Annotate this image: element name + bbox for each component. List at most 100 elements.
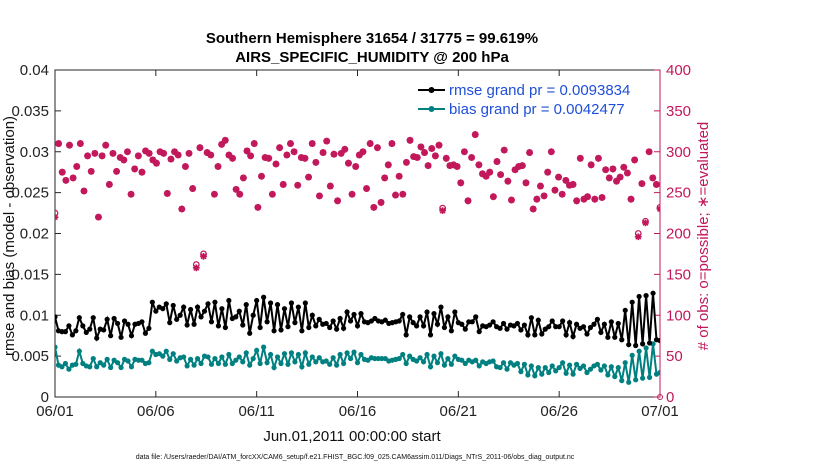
obs-evaluated-marker <box>341 145 349 153</box>
obs-evaluated-marker <box>66 141 73 149</box>
bias-point <box>636 348 642 354</box>
bias-point <box>594 361 601 367</box>
obs-evaluated-marker <box>261 154 269 161</box>
obs-evaluated-marker <box>225 151 233 159</box>
rmse-point <box>167 320 173 326</box>
x-tick-label: 06/26 <box>540 403 578 420</box>
rmse-point <box>605 334 611 340</box>
bias-point <box>601 363 607 369</box>
rmse-point <box>240 322 246 328</box>
rmse-point <box>521 322 527 328</box>
bias-point <box>570 371 576 377</box>
obs-evaluated-marker <box>493 158 501 165</box>
bias-point <box>427 364 434 370</box>
obs-evaluated-marker <box>613 177 620 185</box>
obs-evaluated-marker <box>649 174 657 182</box>
obs-evaluated-marker <box>417 143 425 151</box>
rmse-point <box>615 320 621 327</box>
obs-evaluated-marker <box>479 170 486 178</box>
obs-evaluated-marker <box>156 148 164 156</box>
rmse-point <box>535 317 541 323</box>
obs-evaluated-marker <box>482 172 490 180</box>
plot-data-group <box>55 131 660 385</box>
obs-evaluated-marker <box>413 154 421 161</box>
rmse-point <box>285 324 291 330</box>
rmse-point <box>201 308 208 314</box>
obs-evaluated-marker <box>105 181 113 188</box>
obs-evaluated-marker <box>460 148 468 156</box>
rmse-point <box>633 342 639 349</box>
obs-evaluated-marker <box>232 185 240 193</box>
bias-point <box>546 369 552 376</box>
bias-point <box>633 377 639 383</box>
rmse-point <box>410 320 416 326</box>
bias-point <box>247 362 253 368</box>
obs-evaluated-marker <box>55 140 63 147</box>
y-right-tick-label: 200 <box>666 226 691 243</box>
rmse-point <box>243 302 249 308</box>
rmse-point <box>640 341 646 347</box>
rmse-point <box>170 302 176 309</box>
obs-evaluated-marker <box>504 177 512 185</box>
y-right-tick-label: 400 <box>666 62 691 79</box>
bias-point <box>261 344 267 350</box>
rmse-point <box>570 333 576 340</box>
bias-point <box>212 355 218 362</box>
bias-point <box>299 364 305 370</box>
obs-evaluated-marker <box>547 148 555 156</box>
obs-evaluated-marker <box>116 154 124 161</box>
bias-point <box>462 360 468 367</box>
obs-evaluated-marker <box>268 190 276 198</box>
rmse-point <box>580 324 587 330</box>
obs-evaluated-marker <box>598 194 606 201</box>
bias-point <box>347 355 354 362</box>
bias-point <box>521 361 527 367</box>
bias-point <box>226 351 232 358</box>
obs-evaluated-marker <box>518 162 526 170</box>
x-tick-label: 06/01 <box>36 403 74 420</box>
rmse-point <box>358 311 364 317</box>
rmse-point <box>90 315 96 321</box>
obs-evaluated-marker <box>337 149 345 157</box>
obs-evaluated-marker <box>301 154 309 162</box>
obs-evaluated-marker <box>258 172 265 180</box>
bias-point <box>108 364 114 371</box>
bias-point <box>160 353 166 359</box>
bias-point <box>257 360 263 367</box>
bias-point <box>539 371 545 377</box>
obs-evaluated-marker <box>627 195 635 203</box>
obs-evaluated-marker <box>569 181 577 188</box>
legend-swatch-marker <box>428 106 435 112</box>
obs-evaluated-marker <box>392 191 399 199</box>
bias-point <box>334 362 340 368</box>
bias-point <box>114 360 121 366</box>
rmse-point <box>118 334 124 340</box>
obs-evaluated-marker <box>442 154 450 162</box>
rmse-point <box>497 325 503 331</box>
obs-evaluated-marker <box>312 158 320 166</box>
bias-point <box>640 375 646 381</box>
bias-point <box>431 353 437 359</box>
obs-evaluated-marker <box>486 168 494 176</box>
rmse-point <box>434 321 441 327</box>
rmse-point <box>414 323 420 329</box>
obs-evaluated-marker <box>355 151 363 159</box>
y-tick-label: 0.005 <box>11 348 49 365</box>
obs-evaluated-marker <box>634 233 642 241</box>
bias-point <box>400 351 406 358</box>
rmse-point <box>420 323 427 329</box>
bias-point <box>626 379 632 385</box>
obs-evaluated-marker <box>471 131 479 138</box>
rmse-point <box>128 333 135 339</box>
rmse-point <box>594 316 601 322</box>
rmse-point <box>636 293 642 300</box>
bias-point <box>191 362 197 368</box>
rmse-point <box>626 342 632 348</box>
obs-evaluated-marker <box>218 140 226 148</box>
bias-point <box>198 360 204 367</box>
rmse-point <box>347 318 354 324</box>
obs-evaluated-marker <box>638 180 646 188</box>
obs-evaluated-marker <box>297 154 305 161</box>
obs-evaluated-marker <box>566 181 573 189</box>
